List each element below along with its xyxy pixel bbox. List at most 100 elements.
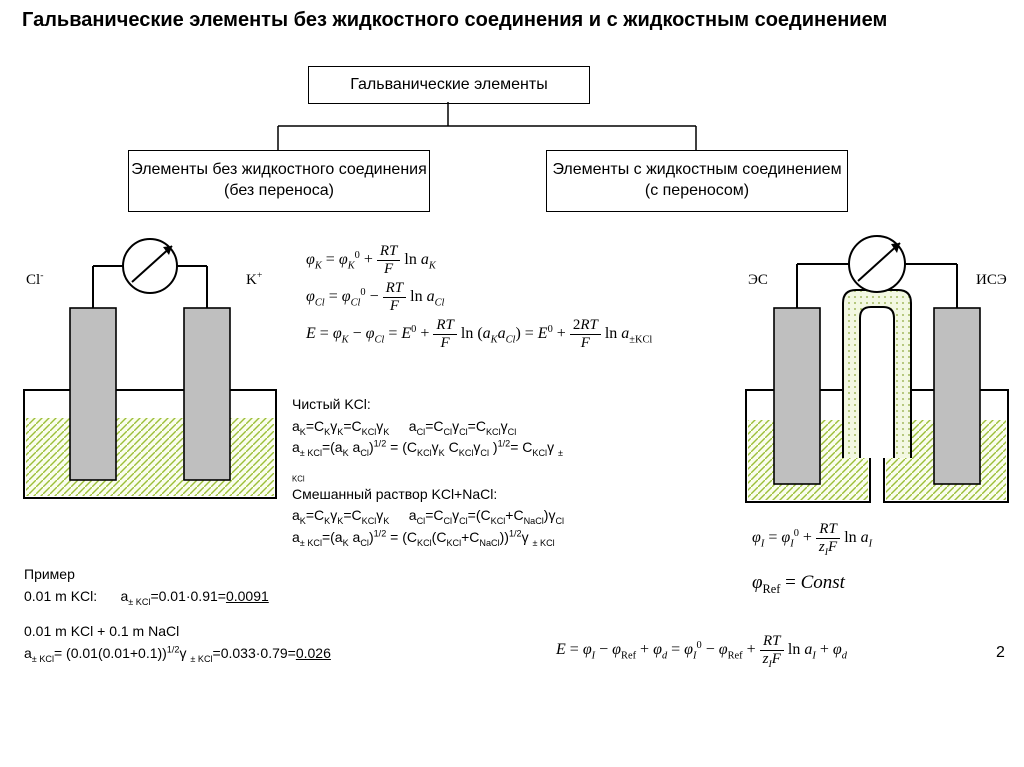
ln-2: ln [410,288,426,305]
phiIb: φ [583,641,592,658]
sub-aIb: I [812,650,815,661]
plus-1: + [364,251,377,268]
eq-sign-1: = [326,251,339,268]
sup-0-1: 0 [355,250,360,261]
a-ka: a [483,325,491,342]
a-cl: a [498,325,506,342]
eq-r2: = [785,572,800,593]
const: Const [801,572,845,593]
phidb: φ [653,641,662,658]
paren-c: ) [515,325,520,342]
num-r1: RT [816,522,840,539]
Eb: E [556,641,566,658]
num-rt-1: RT [377,244,401,261]
sub-refb2: Ref [728,650,743,661]
sub-ak: K [429,260,436,271]
mixed-line2: a± KCl=(aK aCl)1/2 = (CKCl(CKCl+CNaCl))1… [292,527,744,549]
ln-1: ln [404,251,420,268]
ln-3: ln [461,325,477,342]
label-ise: ИСЭ [976,272,1007,289]
kcl-notes: Чистый KCl: aK=CKγK=CKClγK aCl=CClγCl=CK… [292,394,744,549]
E0a: E [401,325,411,342]
example-block: Пример 0.01 m KCl: a± KCl=0.01·0.91=0.00… [24,564,544,665]
den-f-3: F [438,335,453,351]
sub-db2: d [842,650,847,661]
plus-b2: + [747,641,760,658]
sym-phi0-2: φ [342,288,351,305]
den-f-1: F [381,261,396,277]
left-cell-diagram [22,228,280,500]
pure-kcl-title: Чистый KCl: [292,394,744,416]
example-heading: Пример [24,564,544,586]
num-rt-4: RT [580,317,598,333]
sub-clb: Cl [375,334,385,345]
E0b: E [538,325,548,342]
eq-sign-2: = [329,288,342,305]
sub-acla: Cl [506,334,516,345]
phi-clb: φ [366,325,375,342]
phiI0b: φ [684,641,693,658]
label-k-plus: K+ [246,272,262,289]
sub-cl1: Cl [315,297,325,308]
sup-I0: 0 [794,528,799,539]
a-1: a [421,251,429,268]
phi-ka: φ [333,325,342,342]
sub-I1: I [761,538,764,549]
mixed-line1: aK=CKγK=CKClγK aCl=CClγCl=(CKCl+CNaCl)γC… [292,505,744,527]
pure-kcl-line3: KCl [292,465,744,484]
eq-b1: = [570,641,583,658]
num-rt-3: RT [433,318,457,335]
sub-k0: K [348,260,355,271]
sym-phi1: φ [306,251,315,268]
eq-phiRef: φRef = Const [752,569,1022,598]
sub-refb: Ref [621,650,636,661]
minus-1: − [370,288,383,305]
eq-b2: = [671,641,684,658]
sub-ka: K [342,334,349,345]
eq-sign-3a: = [320,325,333,342]
a-2: a [427,288,435,305]
sub-cl0: Cl [351,297,361,308]
eq-E-full: E = φI − φRef + φd = φI0 − φRef + RTzIF … [556,634,847,667]
minus-2: − [353,325,366,342]
pure-kcl-line2: a± KCl=(aK aCl)1/2 = (CKClγK CKClγCl )1/… [292,437,744,459]
ln-b: ln [788,641,804,658]
plus-r1: + [803,529,816,546]
eq-phiI: φI = φI0 + RTzIF ln aI [752,522,1022,555]
ln-r1: ln [844,529,860,546]
example-1: 0.01 m KCl: a± KCl=0.01·0.91=0.0091 [24,586,544,608]
phiI0: φ [781,529,790,546]
plus-3: + [557,325,570,342]
plus-b3: + [820,641,833,658]
right-equations: φI = φI0 + RTzIF ln aI φRef = Const [752,522,1022,598]
eq-E: E = φK − φCl = E0 + RTF ln (aKaCl) = E0 … [306,318,746,351]
num-rt-2: RT [383,281,407,298]
text-cl: Cl [26,272,40,288]
sub-aI: I [869,538,872,549]
sub-db: d [662,650,667,661]
a-r1: a [861,529,869,546]
right-cell-diagram [744,228,1010,504]
example-2b: a± KCl= (0.01(0.01+0.1))1/2γ ± KCl=0.033… [24,643,544,665]
minus-b1: − [599,641,612,658]
plus-b1: + [640,641,653,658]
sup-0-2: 0 [360,287,365,298]
mixed-title: Смешанный раствор KCl+NaCl: [292,484,744,506]
sub-Ib: I [592,650,595,661]
eq-phiCl: φCl = φCl0 − RTF ln aCl [306,281,746,314]
num-b: RT [760,634,784,651]
label-cl-minus: Cl- [26,272,43,289]
E-1: E [306,325,316,342]
text-k: K [246,272,257,288]
sub-I0: I [790,538,793,549]
eq-r1: = [768,529,781,546]
sym-phi2: φ [306,288,315,305]
sup-e0a: 0 [411,324,416,335]
tree-connectors [0,0,1024,220]
eq-sign-3b: = [388,325,401,342]
ln-4: ln [605,325,621,342]
minus-b2: − [706,641,719,658]
sub-pm: ±KCl [629,334,652,345]
sub-acl: Cl [435,297,445,308]
den-r1: F [828,539,837,555]
